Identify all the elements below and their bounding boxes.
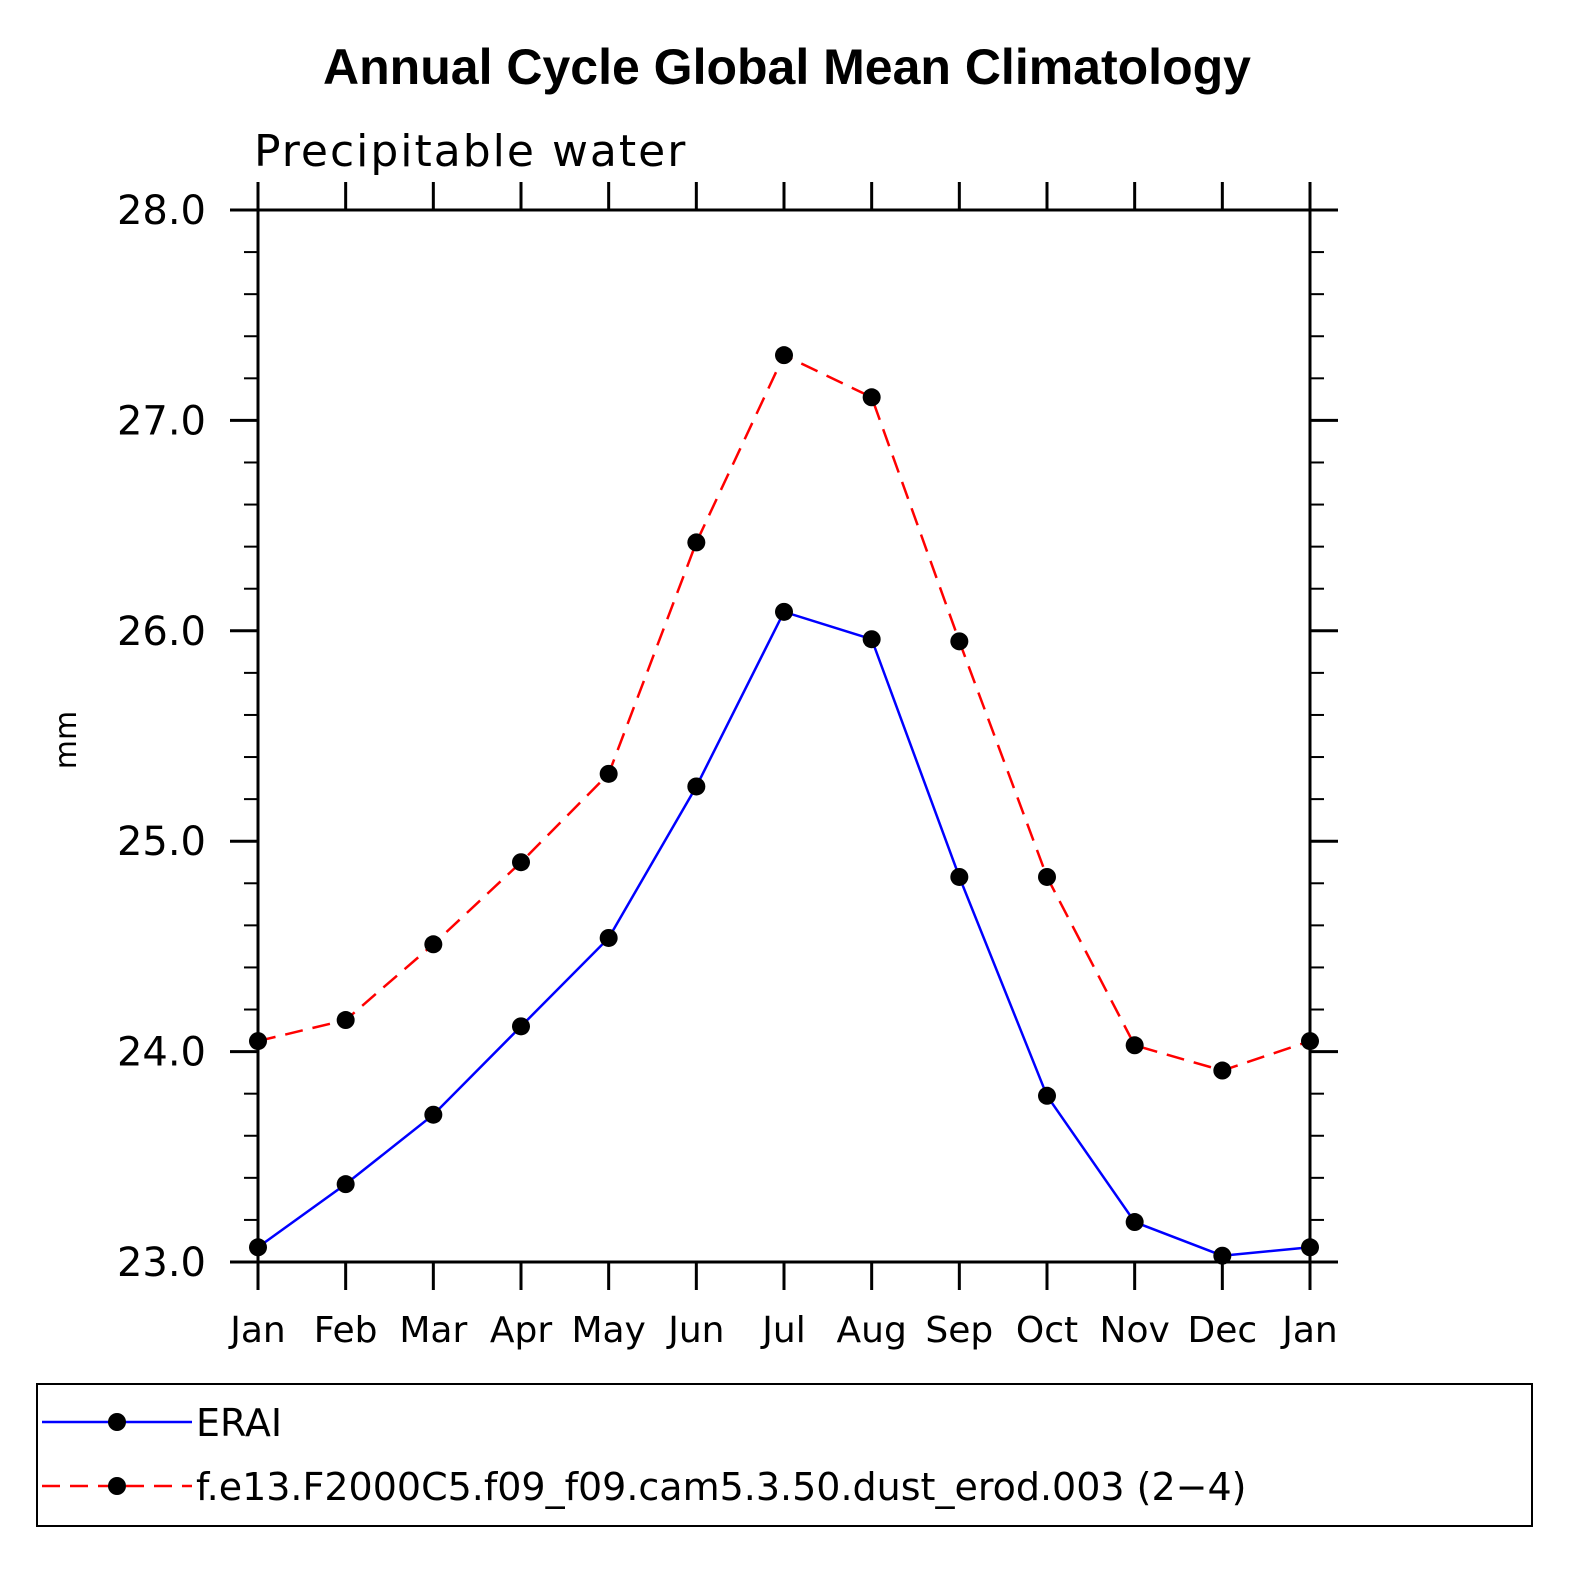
- x-tick-label: Oct: [1016, 1310, 1078, 1351]
- data-point-erai: [512, 1017, 530, 1036]
- x-tick-label: Sep: [925, 1310, 993, 1351]
- x-tick-label: Aug: [837, 1310, 907, 1351]
- data-point-model: [424, 935, 443, 954]
- data-point-model: [512, 853, 530, 872]
- series-lines: [257, 353, 1311, 1257]
- axis-ticks: [230, 182, 1338, 1290]
- legend: ERAI f.e13.F2000C5.f09_f09.cam5.3.50.dust…: [36, 1383, 1533, 1527]
- legend-label-erai: ERAI: [196, 1401, 282, 1445]
- data-point-erai: [249, 1238, 267, 1257]
- data-point-erai: [1301, 1238, 1319, 1257]
- y-tick-label: 24.0: [117, 1030, 206, 1076]
- x-tick-label: May: [571, 1310, 645, 1351]
- data-point-erai: [775, 602, 793, 621]
- x-tick-labels: Jan Feb Mar Apr May Jun Jul Aug Sep Oct Nov Dec Jan: [228, 1310, 1338, 1351]
- data-point-erai: [950, 867, 969, 886]
- data-point-model: [1301, 1032, 1319, 1051]
- x-tick-label: Mar: [399, 1310, 467, 1351]
- data-point-erai: [1038, 1086, 1056, 1105]
- data-point-model: [1213, 1061, 1232, 1080]
- plot-frame: [256, 208, 1312, 1264]
- x-tick-label: Jul: [760, 1310, 805, 1351]
- series-line-erai: [257, 610, 1311, 1257]
- data-point-model: [1125, 1036, 1144, 1055]
- series-markers: [249, 346, 1319, 1265]
- data-point-model: [950, 632, 969, 651]
- data-point-model: [1038, 867, 1056, 886]
- data-point-model: [862, 388, 881, 407]
- x-tick-label: Feb: [314, 1310, 378, 1351]
- series-line-model: [257, 353, 1311, 1072]
- y-tick-label: 26.0: [117, 609, 206, 655]
- data-point-erai: [336, 1175, 355, 1194]
- data-point-erai: [687, 777, 706, 796]
- y-tick-label: 27.0: [117, 398, 206, 444]
- legend-box: [36, 1383, 1533, 1527]
- data-point-erai: [862, 630, 881, 649]
- x-tick-label: Dec: [1187, 1310, 1257, 1351]
- y-axis-label: mm: [49, 711, 84, 769]
- data-point-model: [249, 1032, 267, 1051]
- x-tick-label: Jun: [666, 1310, 724, 1351]
- y-tick-label: 25.0: [117, 819, 206, 865]
- data-point-model: [336, 1011, 355, 1030]
- x-tick-label: Nov: [1100, 1310, 1170, 1351]
- data-point-erai: [424, 1105, 443, 1124]
- x-tick-label: Jan: [228, 1310, 286, 1351]
- legend-label-model: f.e13.F2000C5.f09_f09.cam5.3.50.dust_ero…: [196, 1465, 1247, 1509]
- x-tick-label: Apr: [490, 1310, 552, 1351]
- chart-subtitle: Precipitable water: [254, 126, 687, 177]
- data-point-model: [775, 346, 793, 365]
- data-point-model: [687, 533, 706, 552]
- chart-title: Annual Cycle Global Mean Climatology: [323, 39, 1251, 95]
- legend-marker-erai: [108, 1413, 126, 1431]
- x-tick-label: Jan: [1280, 1310, 1338, 1351]
- y-tick-label: 23.0: [117, 1240, 206, 1286]
- data-point-model: [599, 764, 618, 783]
- legend-entries: ERAI f.e13.F2000C5.f09_f09.cam5.3.50.dust…: [42, 1401, 1247, 1509]
- y-tick-label: 28.0: [117, 188, 206, 234]
- legend-marker-model: [108, 1477, 126, 1495]
- data-point-erai: [599, 928, 618, 947]
- data-point-erai: [1125, 1213, 1144, 1232]
- data-point-erai: [1213, 1246, 1232, 1265]
- y-tick-labels: 23.0 24.0 25.0 26.0 27.0 28.0: [117, 188, 206, 1286]
